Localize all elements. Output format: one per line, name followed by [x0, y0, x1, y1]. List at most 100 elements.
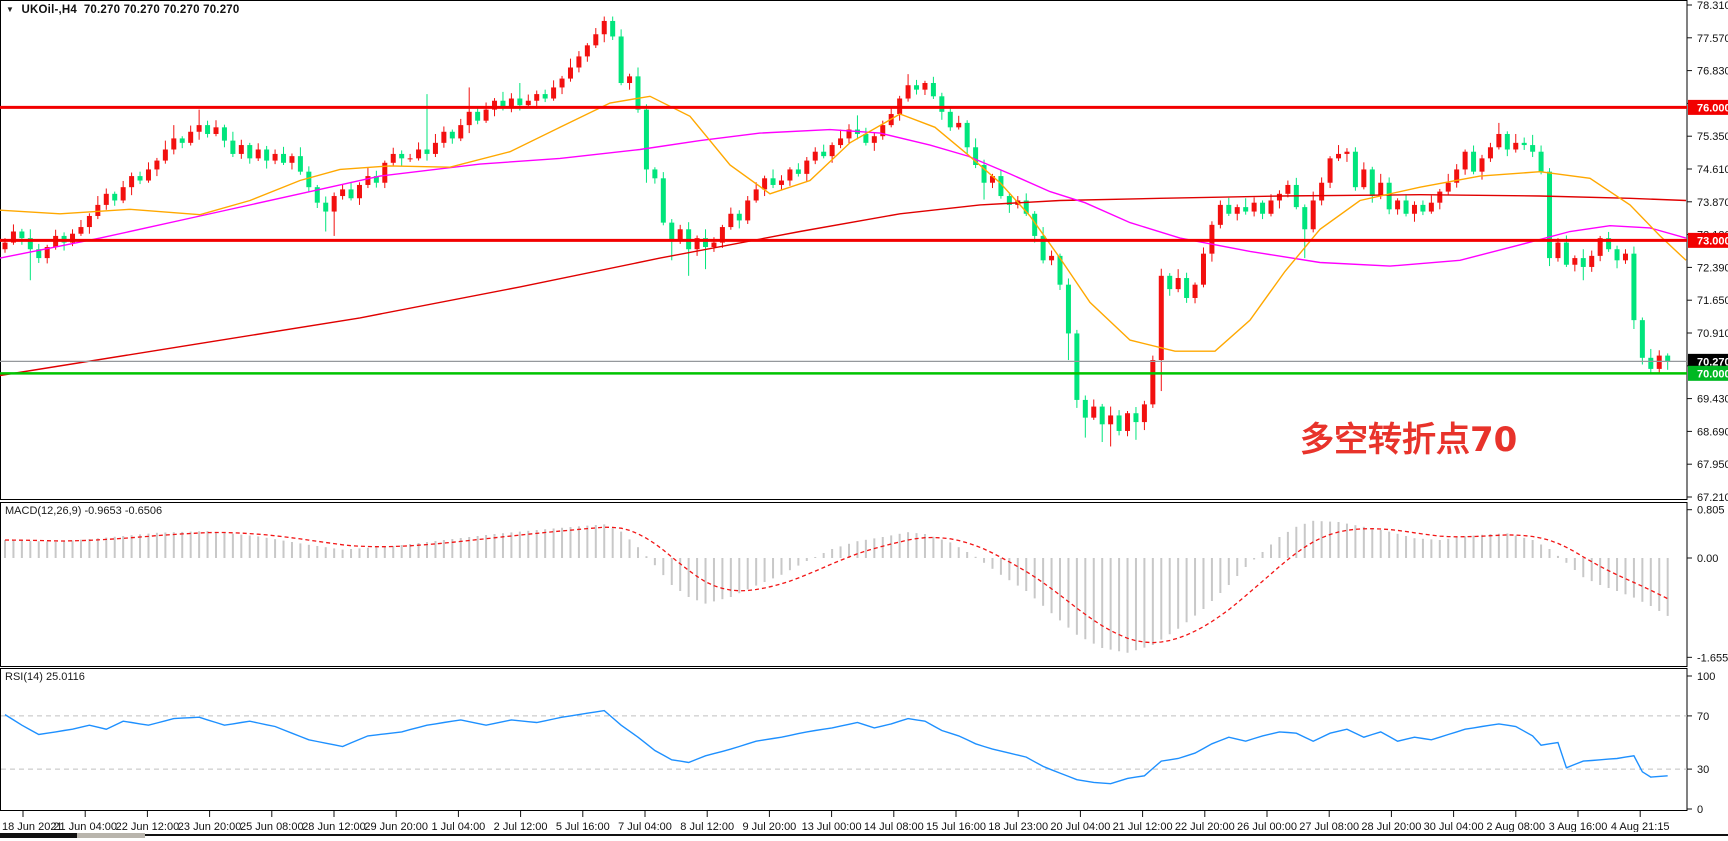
candle[interactable]: [1504, 133, 1510, 150]
candle[interactable]: [1606, 238, 1612, 250]
candle[interactable]: [1234, 207, 1240, 214]
candle[interactable]: [314, 187, 320, 203]
candle[interactable]: [179, 138, 185, 143]
candle[interactable]: [1411, 204, 1417, 214]
candle[interactable]: [323, 202, 329, 212]
candle[interactable]: [1336, 153, 1342, 159]
candle[interactable]: [458, 125, 464, 139]
ma-fast-orange[interactable]: [0, 95, 1687, 352]
candle[interactable]: [576, 56, 582, 68]
candle[interactable]: [500, 100, 506, 108]
candle[interactable]: [998, 176, 1004, 197]
candle[interactable]: [601, 20, 607, 35]
candle[interactable]: [812, 151, 818, 161]
candle[interactable]: [331, 196, 337, 212]
candle[interactable]: [44, 247, 50, 259]
candle[interactable]: [1538, 151, 1544, 172]
candle[interactable]: [36, 249, 42, 259]
candle[interactable]: [188, 131, 194, 143]
candle[interactable]: [483, 109, 489, 121]
candle[interactable]: [1555, 242, 1561, 259]
candle[interactable]: [399, 153, 405, 159]
candle[interactable]: [542, 94, 548, 99]
candle[interactable]: [1521, 142, 1527, 146]
candle[interactable]: [1352, 151, 1358, 188]
scrollbar-segment-dark[interactable]: [0, 833, 77, 838]
candle[interactable]: [1268, 200, 1274, 214]
candle[interactable]: [922, 83, 928, 90]
candle[interactable]: [390, 153, 396, 163]
candle[interactable]: [1150, 360, 1156, 405]
candle[interactable]: [213, 127, 219, 134]
candle[interactable]: [196, 125, 202, 132]
candle[interactable]: [103, 193, 109, 205]
candle[interactable]: [86, 215, 92, 228]
candle[interactable]: [1108, 415, 1114, 425]
candle[interactable]: [989, 176, 995, 183]
candle[interactable]: [677, 229, 683, 241]
candle[interactable]: [863, 133, 869, 143]
candle[interactable]: [205, 125, 211, 134]
candle[interactable]: [778, 180, 784, 185]
candle[interactable]: [1344, 151, 1350, 154]
candle[interactable]: [238, 145, 244, 154]
candle[interactable]: [19, 231, 25, 239]
candle[interactable]: [821, 151, 827, 157]
candle[interactable]: [1530, 145, 1536, 152]
candle[interactable]: [10, 231, 16, 243]
candle[interactable]: [1471, 151, 1477, 172]
chevron-down-icon[interactable]: ▼: [6, 5, 15, 14]
candle[interactable]: [340, 189, 346, 197]
candle[interactable]: [829, 145, 835, 157]
candle[interactable]: [905, 85, 911, 99]
candle[interactable]: [120, 187, 126, 201]
candle[interactable]: [475, 111, 481, 121]
candle[interactable]: [1648, 357, 1654, 369]
candle[interactable]: [1006, 196, 1012, 205]
candle[interactable]: [643, 109, 649, 170]
candle[interactable]: [517, 98, 523, 106]
candle[interactable]: [973, 147, 979, 166]
candle[interactable]: [1032, 213, 1038, 236]
candle[interactable]: [221, 127, 227, 141]
candle[interactable]: [627, 76, 633, 84]
candle[interactable]: [964, 122, 970, 148]
candle[interactable]: [1184, 278, 1190, 298]
candle[interactable]: [1319, 182, 1325, 201]
candle[interactable]: [652, 169, 658, 179]
scrollbar-thumb[interactable]: [77, 833, 145, 838]
candle[interactable]: [2, 242, 8, 250]
candle[interactable]: [441, 131, 447, 143]
candle[interactable]: [70, 233, 76, 243]
candle[interactable]: [1276, 193, 1282, 201]
candle[interactable]: [1226, 204, 1232, 214]
candle[interactable]: [373, 176, 379, 183]
candle[interactable]: [1572, 258, 1578, 265]
candle[interactable]: [787, 169, 793, 181]
candle[interactable]: [770, 178, 776, 185]
candle[interactable]: [1192, 284, 1198, 298]
candle[interactable]: [432, 142, 438, 154]
candle[interactable]: [525, 100, 531, 106]
candle[interactable]: [635, 76, 641, 110]
candle[interactable]: [753, 189, 759, 201]
bottom-scrollbar[interactable]: [0, 832, 1728, 841]
candle[interactable]: [1158, 275, 1164, 361]
candle[interactable]: [914, 85, 920, 90]
candle[interactable]: [1251, 202, 1257, 212]
candle[interactable]: [1141, 404, 1147, 423]
candle[interactable]: [1631, 253, 1637, 321]
candle[interactable]: [1369, 169, 1375, 197]
candle[interactable]: [1133, 413, 1139, 423]
candle[interactable]: [1386, 182, 1392, 210]
ma-mid-magenta[interactable]: [0, 128, 1687, 267]
candle[interactable]: [466, 111, 472, 126]
candle[interactable]: [1091, 406, 1097, 418]
candle[interactable]: [508, 98, 514, 108]
price-axis[interactable]: 78.31077.57076.83076.09075.35074.61073.8…: [1687, 0, 1728, 504]
candle[interactable]: [1639, 320, 1645, 358]
candle[interactable]: [1580, 258, 1586, 267]
candle[interactable]: [694, 238, 700, 250]
